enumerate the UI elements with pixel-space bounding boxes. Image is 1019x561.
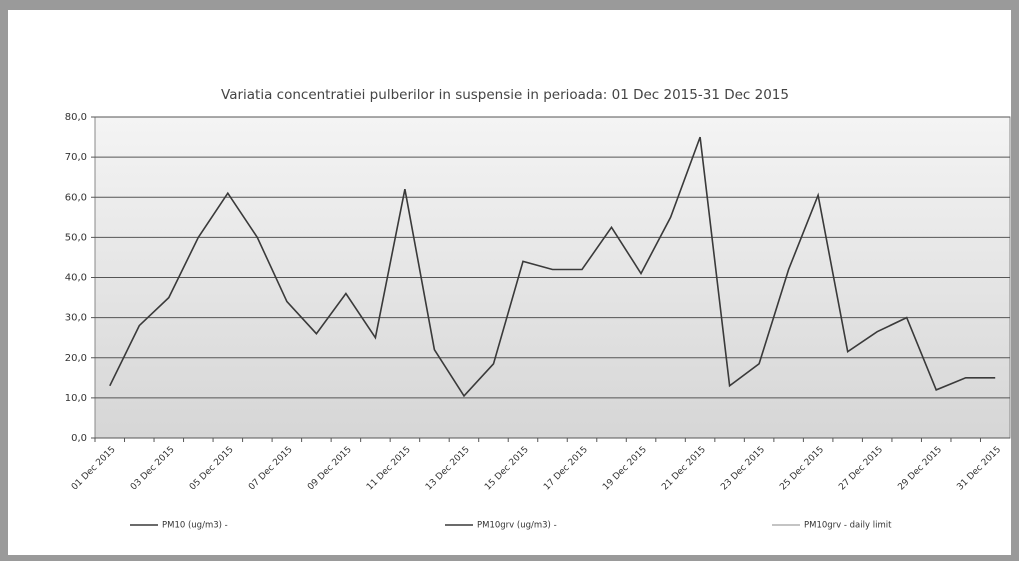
y-tick-label: 60,0: [65, 192, 87, 203]
y-tick-label: 0,0: [71, 433, 87, 444]
y-tick-label: 20,0: [65, 353, 87, 364]
y-tick-label: 40,0: [65, 273, 87, 284]
y-tick-label: 80,0: [65, 112, 87, 123]
legend-label: PM10grv - daily limit: [804, 521, 892, 531]
y-tick-label: 50,0: [65, 232, 87, 243]
series-line: [109, 136, 996, 398]
legend-label: PM10grv (ug/m3) -: [477, 521, 557, 531]
legend: PM10 (ug/m3) - PM10grv (ug/m3) - PM10grv -…: [130, 521, 892, 531]
legend-label: PM10 (ug/m3) -: [162, 521, 228, 531]
chart-title: Variatia concentratiei pulberilor in sus…: [221, 87, 789, 103]
y-tick-label: 10,0: [65, 393, 87, 404]
y-tick-label: 30,0: [65, 313, 87, 324]
y-tick-label: 70,0: [65, 152, 87, 163]
